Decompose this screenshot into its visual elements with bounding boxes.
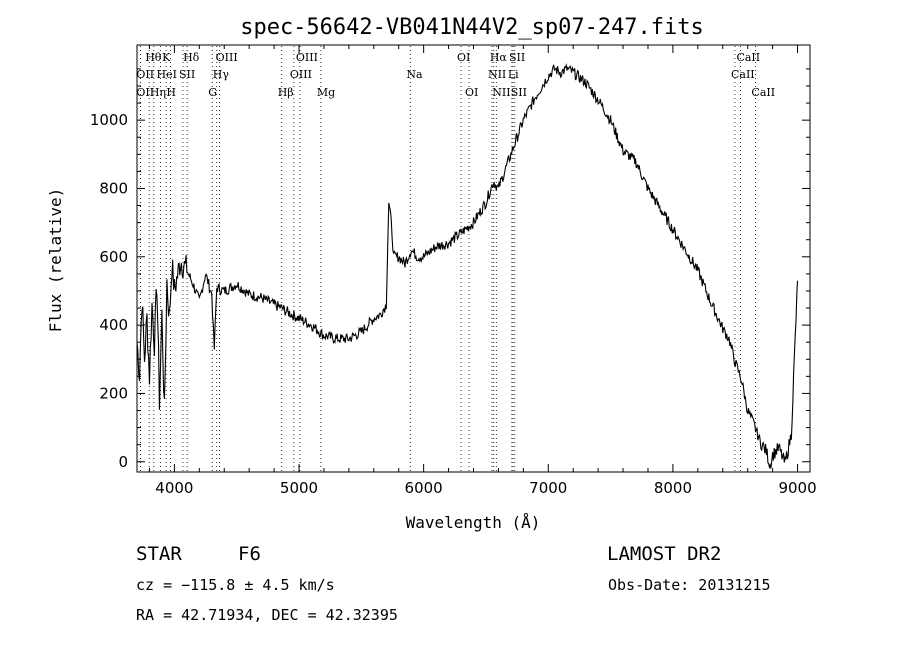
coordinates: RA = 42.71934, DEC = 42.32395 bbox=[136, 606, 398, 624]
line-marker-label-15: NII bbox=[488, 68, 506, 81]
y-tick-label-4: 800 bbox=[99, 179, 128, 197]
line-marker-label-4: OIII bbox=[296, 51, 318, 64]
line-marker-label-13: OIII bbox=[290, 68, 312, 81]
line-marker-label-27: CaII bbox=[751, 86, 775, 99]
line-marker-label-3: OIII bbox=[216, 51, 238, 64]
object-class: STAR bbox=[136, 543, 182, 565]
x-tick-label-1: 5000 bbox=[280, 479, 318, 497]
line-marker-label-5: OI bbox=[457, 51, 470, 64]
line-marker-label-1: K bbox=[162, 51, 171, 64]
line-marker-label-14: Na bbox=[406, 68, 423, 81]
redshift-velocity: cz = −115.8 ± 4.5 km/s bbox=[136, 576, 335, 594]
line-marker-label-23: Mg bbox=[317, 86, 335, 99]
x-tick-label-4: 8000 bbox=[654, 479, 692, 497]
line-marker-label-11: SII bbox=[179, 68, 195, 81]
x-tick-label-0: 4000 bbox=[155, 479, 193, 497]
survey-name: LAMOST DR2 bbox=[607, 543, 722, 565]
y-tick-label-3: 600 bbox=[99, 248, 128, 266]
line-marker-label-22: Hβ bbox=[278, 86, 294, 99]
line-marker-label-2: Hδ bbox=[183, 51, 200, 64]
line-marker-label-19: Hη bbox=[150, 86, 166, 99]
line-marker-label-16: Li bbox=[508, 68, 519, 81]
line-marker-label-8: CaII bbox=[736, 51, 760, 64]
line-marker-label-10: HeI bbox=[157, 68, 177, 81]
line-marker-label-6: Hα bbox=[490, 51, 508, 64]
y-axis-label: Flux (relative) bbox=[46, 188, 65, 333]
spectrum-line bbox=[136, 63, 799, 470]
chart-title: spec-56642-VB041N44V2_sp07-247.fits bbox=[240, 15, 704, 40]
line-marker-label-7: SII bbox=[509, 51, 525, 64]
x-tick-label-3: 7000 bbox=[529, 479, 567, 497]
line-marker-label-21: G bbox=[208, 86, 217, 99]
x-tick-label-2: 6000 bbox=[405, 479, 443, 497]
line-marker-label-18: OII bbox=[136, 86, 154, 99]
axis-ticks: 4000 5000 6000 7000 8000 9000 0 200 400 600 800 100… bbox=[90, 45, 817, 497]
object-subclass: F6 bbox=[238, 543, 261, 565]
line-marker-label-24: OI bbox=[465, 86, 478, 99]
y-tick-label-2: 400 bbox=[99, 316, 128, 334]
x-tick-label-5: 9000 bbox=[778, 479, 816, 497]
line-marker-label-9: OII bbox=[136, 68, 154, 81]
plot-frame bbox=[136, 44, 811, 473]
observation-date: Obs-Date: 20131215 bbox=[608, 576, 771, 594]
line-marker-label-25: NII bbox=[492, 86, 510, 99]
y-tick-label-5: 1000 bbox=[90, 111, 128, 129]
y-tick-label-1: 200 bbox=[99, 384, 128, 402]
line-marker-label-0: Hθ bbox=[145, 51, 162, 64]
y-tick-label-0: 0 bbox=[118, 453, 128, 471]
line-marker-label-26: SII bbox=[511, 86, 527, 99]
x-axis-label: Wavelength (Å) bbox=[406, 513, 541, 532]
line-marker-label-17: CaII bbox=[731, 68, 755, 81]
line-marker-label-12: Hγ bbox=[213, 68, 230, 81]
line-marker-label-20: H bbox=[166, 86, 176, 99]
